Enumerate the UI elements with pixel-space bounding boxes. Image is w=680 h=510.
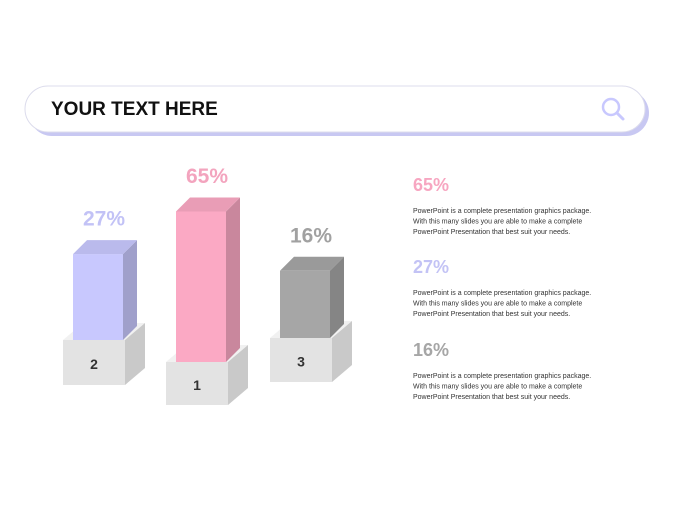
- annotation-text: PowerPoint is a complete presentation gr…: [413, 208, 591, 215]
- annotation-text: PowerPoint Presentation that best suit y…: [413, 229, 570, 236]
- search-icon-lens: [601, 97, 621, 117]
- podium-side: [332, 321, 352, 382]
- bar-front: [280, 270, 330, 338]
- podium-side: [228, 345, 248, 405]
- bar: [176, 197, 240, 362]
- podium-label: 3: [297, 354, 305, 370]
- annotation-text: PowerPoint Presentation that best suit y…: [413, 394, 570, 401]
- annotation-text: PowerPoint Presentation that best suit y…: [413, 311, 570, 318]
- annotation-heading: 16%: [413, 340, 449, 360]
- annotation-text: PowerPoint is a complete presentation gr…: [413, 373, 591, 380]
- bar-top: [280, 256, 344, 271]
- annotation-text: With this many slides you are able to ma…: [413, 300, 582, 307]
- annotation-text: PowerPoint is a complete presentation gr…: [413, 290, 591, 297]
- podium-front: [63, 340, 125, 385]
- annotation-heading: 65%: [413, 175, 449, 195]
- bar-top: [176, 197, 240, 212]
- bar-front: [176, 211, 226, 362]
- bar-top: [73, 240, 137, 255]
- bar-side: [226, 197, 240, 362]
- title: YOUR TEXT HERE: [51, 99, 218, 120]
- bar-side: [330, 256, 344, 338]
- podium-side: [125, 323, 145, 385]
- bar: [280, 256, 344, 338]
- value-label: 27%: [83, 208, 125, 231]
- value-label: 65%: [186, 165, 228, 188]
- podium-label: 1: [193, 377, 201, 393]
- annotation-heading: 27%: [413, 257, 449, 277]
- search-bar: [24, 85, 646, 133]
- bar-front: [73, 254, 123, 340]
- podium-front: [166, 362, 228, 405]
- value-label: 16%: [290, 224, 332, 247]
- podium-front: [270, 338, 332, 382]
- podium-label: 2: [90, 356, 98, 372]
- annotation-text: With this many slides you are able to ma…: [413, 383, 582, 390]
- bar-side: [123, 240, 137, 340]
- annotation-text: With this many slides you are able to ma…: [413, 218, 582, 225]
- bar: [73, 240, 137, 340]
- search-icon: [601, 97, 625, 121]
- search-icon-handle: [615, 111, 625, 121]
